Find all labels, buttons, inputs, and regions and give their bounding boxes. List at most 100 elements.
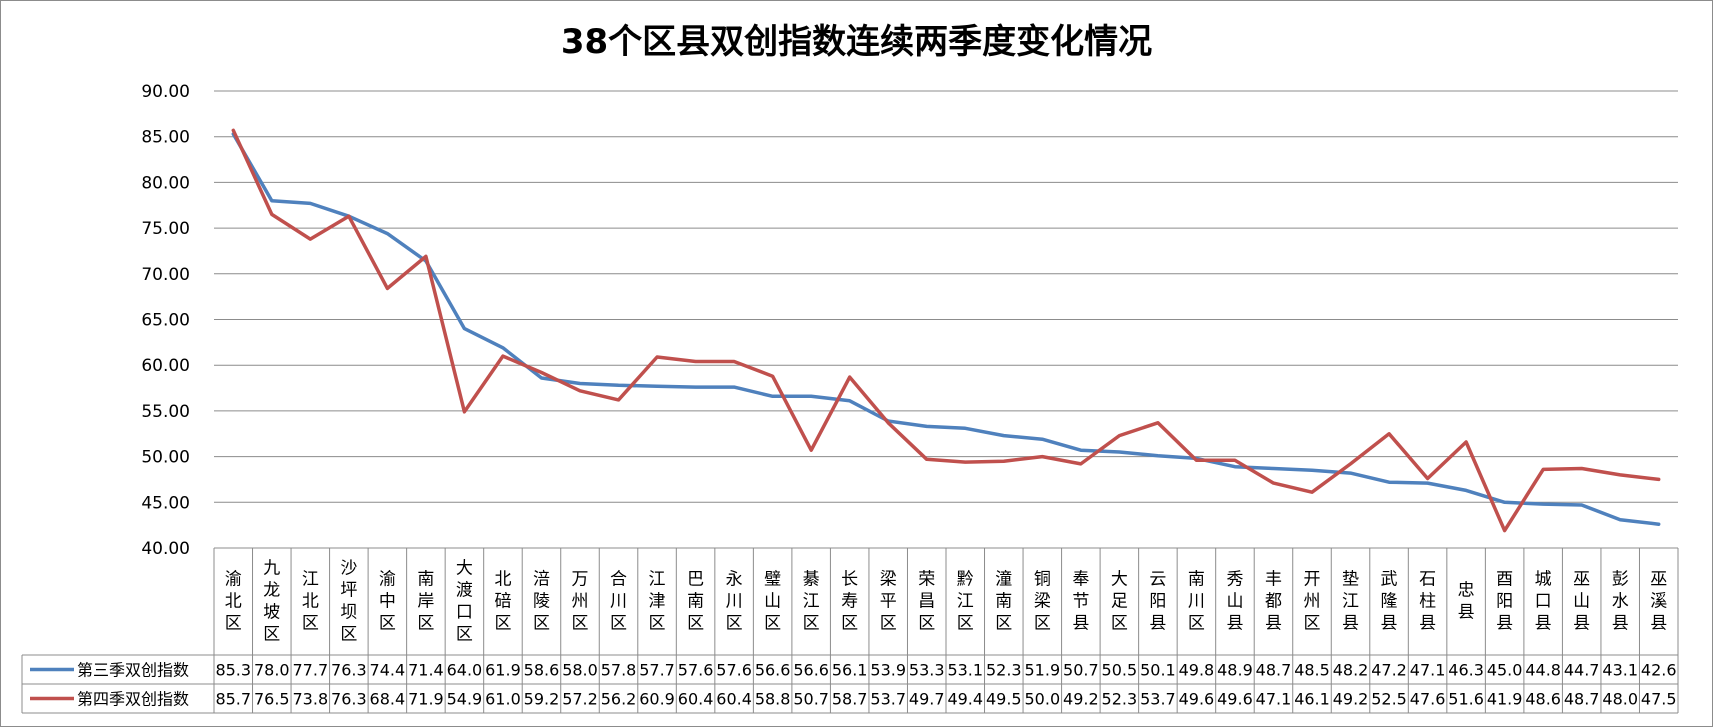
category-label: 巫溪县: [1650, 570, 1667, 634]
data-table-cell: 49.4: [947, 690, 983, 709]
category-label: 合川区: [610, 570, 627, 634]
data-table-cell: 56.1: [832, 661, 868, 680]
category-label: 九龙坡区: [263, 559, 280, 645]
data-table-cell: 49.6: [1217, 690, 1253, 709]
data-table-cell: 48.7: [1256, 661, 1292, 680]
data-table-cell: 68.4: [370, 690, 406, 709]
data-table-cell: 60.4: [716, 690, 752, 709]
data-table-cell: 50.0: [1025, 690, 1061, 709]
category-label: 潼南区: [995, 570, 1012, 634]
category-label: 北碚区: [494, 570, 511, 634]
data-table-cell: 76.5: [254, 690, 290, 709]
category-label: 开州区: [1304, 570, 1321, 634]
data-table-cell: 48.5: [1294, 661, 1330, 680]
series-lines: [231, 128, 1661, 533]
category-label: 彭水县: [1612, 570, 1629, 634]
data-table-cell: 50.1: [1140, 661, 1176, 680]
category-label: 长寿区: [841, 570, 858, 634]
category-label: 渝中区: [379, 570, 396, 634]
data-table-cell: 58.6: [524, 661, 560, 680]
category-label: 忠县: [1458, 581, 1475, 623]
data-table-cell: 61.0: [485, 690, 521, 709]
data-table-cell: 48.7: [1564, 690, 1600, 709]
data-table-cell: 42.6: [1641, 661, 1677, 680]
category-label: 武隆县: [1381, 570, 1398, 634]
y-tick-label: 55.00: [141, 402, 190, 422]
category-label: 酉阳县: [1496, 570, 1513, 634]
category-label: 秀山县: [1226, 570, 1243, 634]
category-label: 丰都县: [1265, 570, 1282, 634]
data-table-cell: 47.2: [1371, 661, 1407, 680]
data-table-cell: 71.4: [408, 661, 444, 680]
data-table-cell: 48.0: [1602, 690, 1638, 709]
category-label: 江北区: [302, 570, 319, 634]
category-label: 巫山县: [1573, 570, 1590, 634]
category-label: 璧山区: [764, 570, 781, 634]
category-label: 石柱县: [1419, 570, 1436, 634]
category-label: 渝北区: [225, 570, 242, 634]
data-table-cell: 77.7: [293, 661, 329, 680]
y-tick-label: 50.00: [141, 448, 190, 468]
data-table-cell: 48.9: [1217, 661, 1253, 680]
category-label: 江津区: [649, 570, 666, 634]
data-table-cell: 49.6: [1179, 690, 1215, 709]
series-line: [231, 132, 1661, 526]
data-table-cell: 52.3: [986, 661, 1022, 680]
category-label: 铜梁区: [1034, 570, 1051, 634]
data-table-cell: 60.9: [639, 690, 675, 709]
category-label: 梁平区: [880, 570, 897, 634]
data-table-cell: 51.9: [1025, 661, 1061, 680]
category-label: 城口县: [1535, 570, 1552, 634]
data-table-cell: 47.1: [1410, 661, 1446, 680]
data-table-cell: 50.7: [1063, 661, 1099, 680]
category-label: 涪陵区: [533, 570, 550, 634]
data-table-cell: 49.5: [986, 690, 1022, 709]
category-label: 永川区: [726, 570, 743, 634]
y-tick-label: 85.00: [141, 128, 190, 148]
data-table-cell: 49.2: [1333, 690, 1369, 709]
data-table-cell: 48.6: [1525, 690, 1561, 709]
data-table-cell: 74.4: [370, 661, 406, 680]
data-table-cell: 41.9: [1487, 690, 1523, 709]
data-table-cell: 57.8: [601, 661, 637, 680]
data-table-cell: 47.6: [1410, 690, 1446, 709]
data-table-cell: 53.9: [870, 661, 906, 680]
data-table-cell: 47.5: [1641, 690, 1677, 709]
data-table-cell: 56.6: [793, 661, 829, 680]
data-table-cell: 58.0: [562, 661, 598, 680]
data-table-cell: 47.1: [1256, 690, 1292, 709]
y-tick-label: 75.00: [141, 219, 190, 239]
data-table: 渝北区 九龙坡区 江北区 沙坪坝区 渝中区 南岸区 大渡口区 北碚区 涪陵区 万州区 合川区 江津区 巴…: [21, 548, 1679, 714]
data-table-cell: 76.3: [331, 690, 367, 709]
category-label: 黔江区: [957, 570, 974, 634]
category-label: 沙坪坝区: [340, 559, 357, 645]
data-table-cell: 53.3: [909, 661, 945, 680]
data-table-cell: 53.7: [1140, 690, 1176, 709]
category-label: 荣昌区: [918, 570, 935, 634]
data-table-cell: 57.6: [716, 661, 752, 680]
data-table-cell: 60.4: [678, 690, 714, 709]
y-tick-label: 40.00: [141, 539, 190, 559]
data-table-cell: 49.2: [1063, 690, 1099, 709]
gridlines: [214, 90, 1678, 549]
data-table-cell: 43.1: [1602, 661, 1638, 680]
data-table-cell: 57.2: [562, 690, 598, 709]
data-table-cell: 56.2: [601, 690, 637, 709]
data-table-cell: 57.6: [678, 661, 714, 680]
data-table-cell: 53.1: [947, 661, 983, 680]
y-tick-label: 70.00: [141, 265, 190, 285]
y-tick-label: 45.00: [141, 493, 190, 513]
data-table-cell: 64.0: [447, 661, 483, 680]
category-label: 大足区: [1111, 570, 1128, 634]
series-line: [231, 128, 1661, 533]
category-label: 綦江区: [803, 570, 820, 634]
data-table-cell: 54.9: [447, 690, 483, 709]
chart-title: 38个区县双创指数连续两季度变化情况: [560, 22, 1153, 62]
data-table-cell: 71.9: [408, 690, 444, 709]
y-tick-label: 90.00: [141, 82, 190, 102]
data-table-cell: 78.0: [254, 661, 290, 680]
category-label: 云阳县: [1149, 570, 1166, 634]
legend-label: 第三季双创指数: [77, 661, 189, 680]
